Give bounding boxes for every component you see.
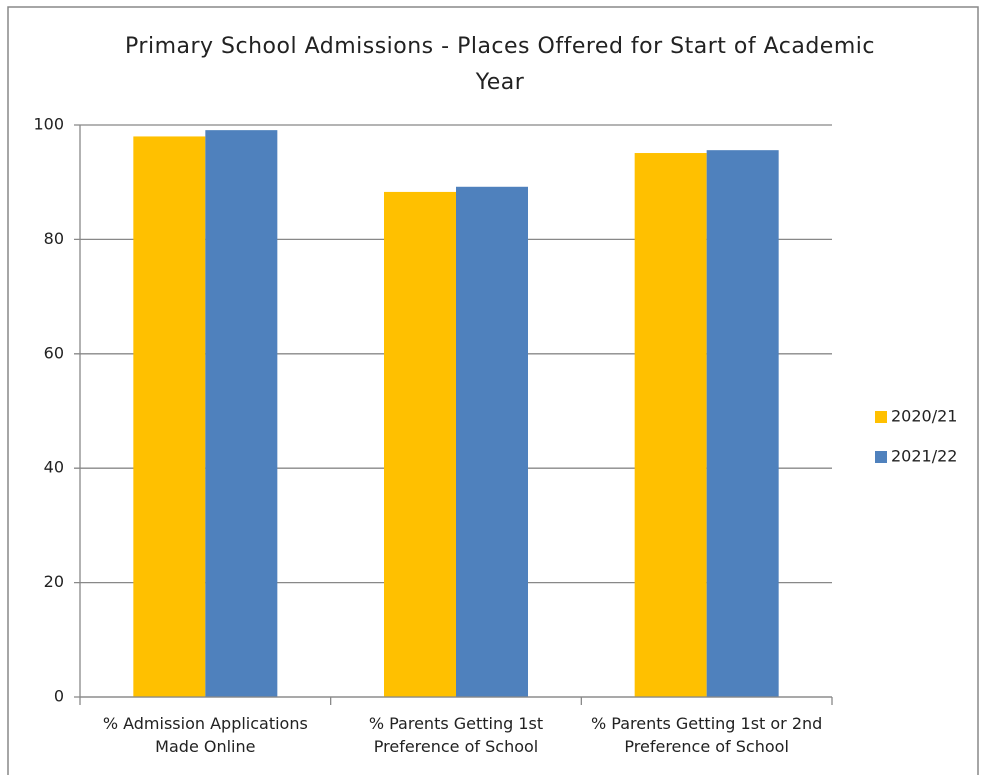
bar [205,130,278,697]
x-tick-label: % Parents Getting 1st Preference of Scho… [368,714,544,756]
x-tick-label: % Admission Applications Made Online [102,714,308,756]
y-tick-label: 60 [44,343,64,362]
legend-label: 2020/21 [891,407,957,426]
bar [133,136,206,697]
bar [706,150,779,698]
legend-label: 2021/22 [891,447,957,466]
y-tick-label: 100 [33,115,64,134]
legend-swatch [875,411,887,423]
bar [634,153,707,697]
y-tick-label: 20 [44,572,64,591]
bar [456,186,528,697]
bar [384,191,456,697]
y-tick-label: 40 [44,458,64,477]
chart-title: Primary School Admissions - Places Offer… [125,34,875,95]
y-tick-label: 80 [44,229,64,248]
x-tick-label: % Parents Getting 1st or 2nd Preference … [590,714,823,756]
chart-frame [7,6,979,775]
y-tick-label: 0 [54,687,64,706]
legend-swatch [875,451,887,463]
